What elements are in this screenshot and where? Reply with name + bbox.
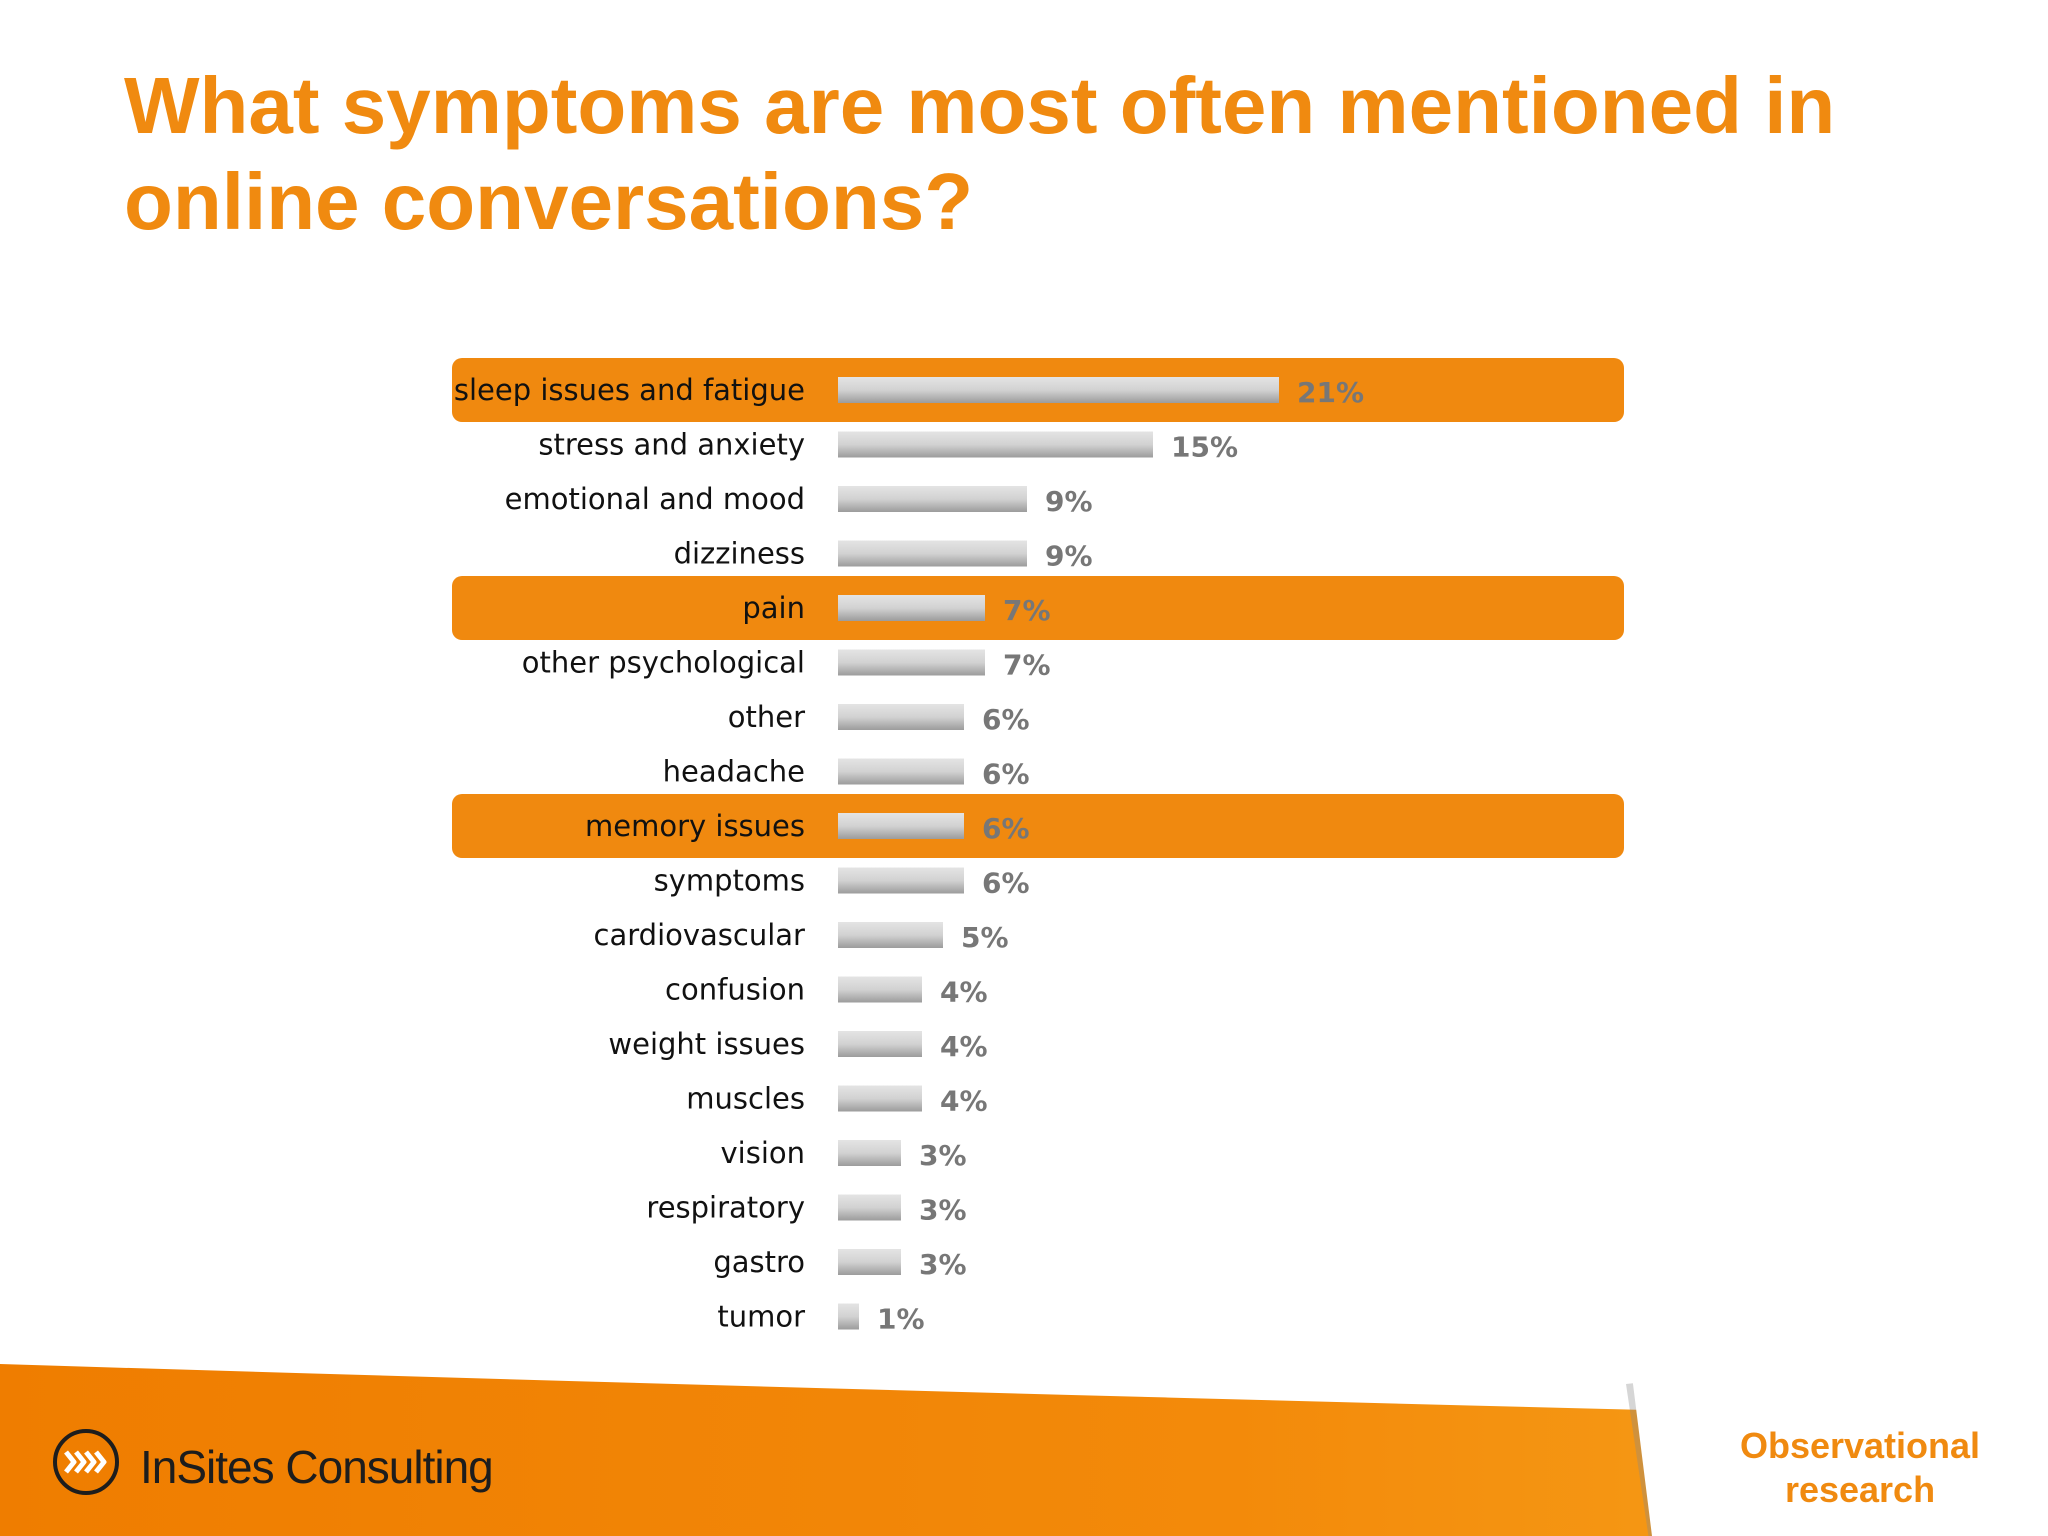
bar-vision <box>838 1140 901 1166</box>
category-label: emotional and mood <box>505 482 805 516</box>
bar-pain <box>838 595 985 621</box>
bar-dizziness <box>838 540 1027 567</box>
bar-memory-issues <box>838 813 964 839</box>
bar-other <box>838 704 964 730</box>
bar-tumor <box>838 1303 859 1330</box>
value-label: 4% <box>940 1085 988 1118</box>
bar-gastro <box>838 1249 901 1275</box>
value-label: 21% <box>1297 376 1364 409</box>
value-label: 1% <box>877 1303 925 1336</box>
value-label: 4% <box>940 1030 988 1063</box>
bar-emotional-and-mood <box>838 486 1027 512</box>
value-label: 6% <box>982 758 1030 791</box>
section-tag: Observational research <box>1690 1424 2030 1512</box>
category-label: stress and anxiety <box>538 428 805 462</box>
bar-confusion <box>838 976 922 1003</box>
category-label: dizziness <box>674 537 805 571</box>
category-label: pain <box>742 591 805 625</box>
value-label: 9% <box>1045 485 1093 518</box>
value-label: 6% <box>982 812 1030 845</box>
category-label: sleep issues and fatigue <box>454 373 805 407</box>
category-label: respiratory <box>646 1191 805 1225</box>
category-label: headache <box>663 755 805 789</box>
section-tag-line1: Observational <box>1739 1425 1981 1466</box>
value-label: 7% <box>1003 649 1051 682</box>
bar-sleep-issues-and-fatigue <box>838 377 1279 403</box>
value-label: 7% <box>1003 594 1051 627</box>
category-label: cardiovascular <box>594 918 806 952</box>
value-label: 6% <box>982 867 1030 900</box>
category-label: other psychological <box>522 646 805 680</box>
category-label: other <box>728 700 805 734</box>
value-label: 9% <box>1045 540 1093 573</box>
highlight-band-pain <box>452 576 1624 640</box>
category-label: vision <box>720 1136 805 1170</box>
bar-other-psychological <box>838 649 985 676</box>
bar-weight-issues <box>838 1031 922 1057</box>
bar-stress-and-anxiety <box>838 431 1153 458</box>
brand-logo-icon <box>53 1429 119 1495</box>
value-label: 5% <box>961 921 1009 954</box>
bar-symptoms <box>838 867 964 894</box>
category-label: confusion <box>665 973 805 1007</box>
value-label: 3% <box>919 1139 967 1172</box>
category-label: tumor <box>717 1300 805 1334</box>
category-label: memory issues <box>585 809 805 843</box>
category-label: muscles <box>686 1082 805 1116</box>
category-label: symptoms <box>654 864 805 898</box>
value-label: 6% <box>982 703 1030 736</box>
brand-name: InSites Consulting <box>140 1441 494 1493</box>
section-tag-line2: research <box>1784 1469 1936 1510</box>
category-label: gastro <box>713 1245 805 1279</box>
slide-title: What symptoms are most often mentioned i… <box>124 61 1836 246</box>
bar-headache <box>838 758 964 785</box>
category-label: weight issues <box>608 1027 805 1061</box>
value-label: 4% <box>940 976 988 1009</box>
value-label: 15% <box>1171 431 1238 464</box>
value-label: 3% <box>919 1194 967 1227</box>
bar-muscles <box>838 1085 922 1112</box>
value-label: 3% <box>919 1248 967 1281</box>
bar-cardiovascular <box>838 922 943 948</box>
highlight-band-memory-issues <box>452 794 1624 858</box>
bar-respiratory <box>838 1194 901 1221</box>
